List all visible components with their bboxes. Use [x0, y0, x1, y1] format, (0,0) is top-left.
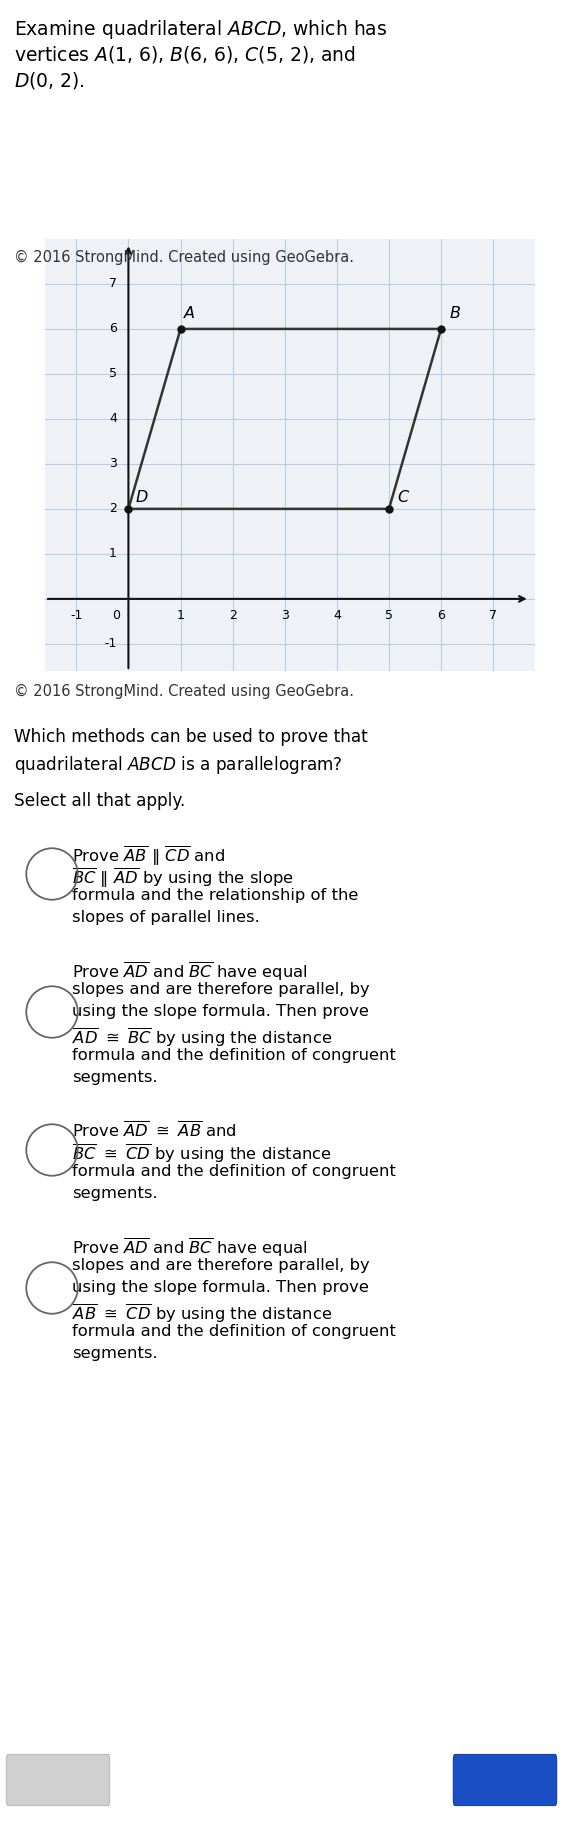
Text: ◀: ◀	[51, 1772, 65, 1788]
Text: $\overline{BC}$ $\|$ $\overline{AD}$ by using the slope: $\overline{BC}$ $\|$ $\overline{AD}$ by …	[72, 866, 294, 890]
Text: $\mathit{B}$: $\mathit{B}$	[449, 305, 461, 320]
Text: Prove $\overline{AD}$ and $\overline{BC}$ have equal: Prove $\overline{AD}$ and $\overline{BC}…	[72, 959, 308, 983]
Text: Prove $\overline{AB}$ $\|$ $\overline{CD}$ and: Prove $\overline{AB}$ $\|$ $\overline{CD…	[72, 844, 225, 868]
Text: Prove $\overline{AD}$ and $\overline{BC}$ have equal: Prove $\overline{AD}$ and $\overline{BC}…	[72, 1235, 308, 1259]
Text: 2: 2	[109, 502, 117, 515]
Text: 0: 0	[113, 608, 120, 621]
Text: 1: 1	[109, 548, 117, 561]
Text: © 2016 StrongMind. Created using GeoGebra.: © 2016 StrongMind. Created using GeoGebr…	[14, 684, 354, 698]
Text: $\mathit{C}$: $\mathit{C}$	[397, 489, 410, 505]
Text: 7: 7	[489, 608, 497, 621]
Text: formula and the definition of congruent: formula and the definition of congruent	[72, 1323, 396, 1340]
Text: 5: 5	[385, 608, 393, 621]
Text: Examine quadrilateral $\mathit{ABCD}$, which has: Examine quadrilateral $\mathit{ABCD}$, w…	[14, 18, 387, 40]
Text: 3: 3	[109, 458, 117, 471]
Text: Prove $\overline{AD}$ $\cong$ $\overline{AB}$ and: Prove $\overline{AD}$ $\cong$ $\overline…	[72, 1119, 237, 1140]
Text: 2: 2	[229, 608, 236, 621]
Text: 6: 6	[109, 322, 117, 335]
Text: formula and the definition of congruent: formula and the definition of congruent	[72, 1163, 396, 1178]
Text: slopes and are therefore parallel, by: slopes and are therefore parallel, by	[72, 981, 370, 996]
Text: © 2016 StrongMind. Created using GeoGebra.: © 2016 StrongMind. Created using GeoGebr…	[14, 250, 354, 265]
Text: $\overline{AB}$ $\cong$ $\overline{CD}$ by using the distance: $\overline{AB}$ $\cong$ $\overline{CD}$ …	[72, 1301, 332, 1325]
Text: Select all that apply.: Select all that apply.	[14, 792, 185, 811]
Text: segments.: segments.	[72, 1186, 158, 1200]
Text: 4: 4	[109, 412, 117, 425]
Text: 5: 5	[109, 368, 117, 380]
Text: $\mathit{A}$: $\mathit{A}$	[183, 305, 196, 320]
Text: $\mathit{D}$(0, 2).: $\mathit{D}$(0, 2).	[14, 70, 84, 92]
Text: segments.: segments.	[72, 1070, 158, 1084]
Text: slopes and are therefore parallel, by: slopes and are therefore parallel, by	[72, 1257, 370, 1274]
Text: $\mathit{D}$: $\mathit{D}$	[135, 489, 148, 505]
Text: segments.: segments.	[72, 1345, 158, 1360]
Text: -1: -1	[105, 638, 117, 651]
Text: using the slope formula. Then prove: using the slope formula. Then prove	[72, 1279, 369, 1296]
Text: $\overline{AD}$ $\cong$ $\overline{BC}$ by using the distance: $\overline{AD}$ $\cong$ $\overline{BC}$ …	[72, 1026, 332, 1049]
Text: slopes of parallel lines.: slopes of parallel lines.	[72, 910, 260, 925]
Text: 3: 3	[281, 608, 289, 621]
Text: 6: 6	[437, 608, 445, 621]
Text: formula and the relationship of the: formula and the relationship of the	[72, 888, 359, 902]
Text: -1: -1	[70, 608, 83, 621]
Text: vertices $\mathit{A}$(1, 6), $\mathit{B}$(6, 6), $\mathit{C}$(5, 2), and: vertices $\mathit{A}$(1, 6), $\mathit{B}…	[14, 44, 356, 64]
Text: 7: 7	[109, 278, 117, 290]
Text: quadrilateral $\mathit{ABCD}$ is a parallelogram?: quadrilateral $\mathit{ABCD}$ is a paral…	[14, 754, 342, 776]
Text: 1: 1	[177, 608, 185, 621]
Text: formula and the definition of congruent: formula and the definition of congruent	[72, 1048, 396, 1062]
Text: Which methods can be used to prove that: Which methods can be used to prove that	[14, 728, 368, 746]
Text: using the slope formula. Then prove: using the slope formula. Then prove	[72, 1004, 369, 1018]
Text: ▶: ▶	[498, 1772, 512, 1788]
Text: $\overline{BC}$ $\cong$ $\overline{CD}$ by using the distance: $\overline{BC}$ $\cong$ $\overline{CD}$ …	[72, 1141, 332, 1165]
Text: 4: 4	[333, 608, 341, 621]
